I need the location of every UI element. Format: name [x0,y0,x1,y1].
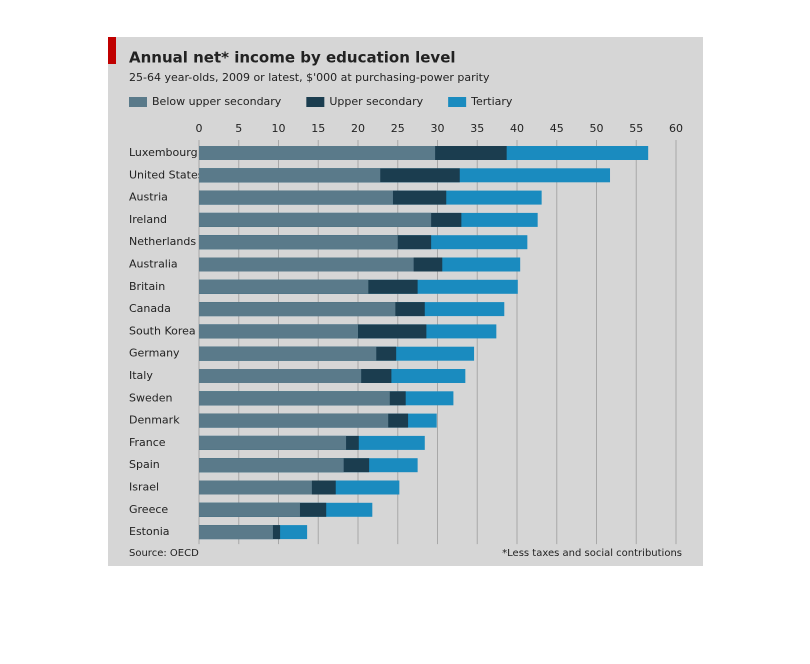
red-tab [108,37,116,64]
category-label: Estonia [129,525,170,538]
category-label: Ireland [129,213,167,226]
chart-title: Annual net* income by education level [129,49,456,67]
bar [199,391,390,406]
category-label: Netherlands [129,235,196,248]
category-label: Austria [129,191,168,204]
x-tick-label: 40 [510,122,524,135]
category-label: Britain [129,280,165,293]
category-label: Israel [129,481,159,494]
chart-subtitle: 25-64 year-olds, 2009 or latest, $'000 a… [129,71,490,84]
bar [199,480,312,495]
bar [199,346,377,361]
category-label: Spain [129,458,160,471]
category-label: United States [129,168,204,181]
category-label: South Korea [129,324,196,337]
x-tick-label: 0 [196,122,203,135]
category-label: Sweden [129,391,172,404]
category-label: Luxembourg [129,146,198,159]
bar [199,279,369,294]
x-tick-label: 30 [431,122,445,135]
bar [199,190,393,205]
category-label: Greece [129,503,168,516]
category-label: Denmark [129,414,180,427]
legend-label: Below upper secondary [152,95,282,108]
x-tick-label: 45 [550,122,564,135]
bar [199,212,432,227]
x-tick-label: 35 [470,122,484,135]
footnote: *Less taxes and social contributions [502,548,682,559]
bar [199,413,389,428]
bar [199,502,300,517]
bar [199,369,362,383]
x-tick-label: 20 [351,122,365,135]
bar [199,324,358,339]
category-label: Canada [129,302,171,315]
x-tick-label: 60 [669,122,683,135]
legend-label: Upper secondary [329,95,423,108]
bar [199,525,273,540]
bar [199,458,344,473]
legend-swatch [129,97,147,107]
x-tick-label: 55 [629,122,643,135]
bar [199,257,414,272]
panel [108,37,703,566]
source: Source: OECD [129,548,199,559]
legend-swatch [448,97,467,107]
category-label: Germany [129,347,180,360]
x-tick-label: 10 [272,122,286,135]
bar [199,235,398,250]
x-tick-label: 15 [311,122,325,135]
category-label: France [129,436,166,449]
category-label: Italy [129,369,153,382]
legend-label: Tertiary [470,95,513,108]
bar [199,146,436,160]
x-tick-label: 25 [391,122,405,135]
x-tick-label: 50 [590,122,604,135]
x-tick-label: 5 [235,122,242,135]
bar [199,435,347,450]
bar [199,168,381,183]
legend-swatch [306,97,325,107]
category-label: Australia [129,258,178,271]
bar [199,302,396,317]
